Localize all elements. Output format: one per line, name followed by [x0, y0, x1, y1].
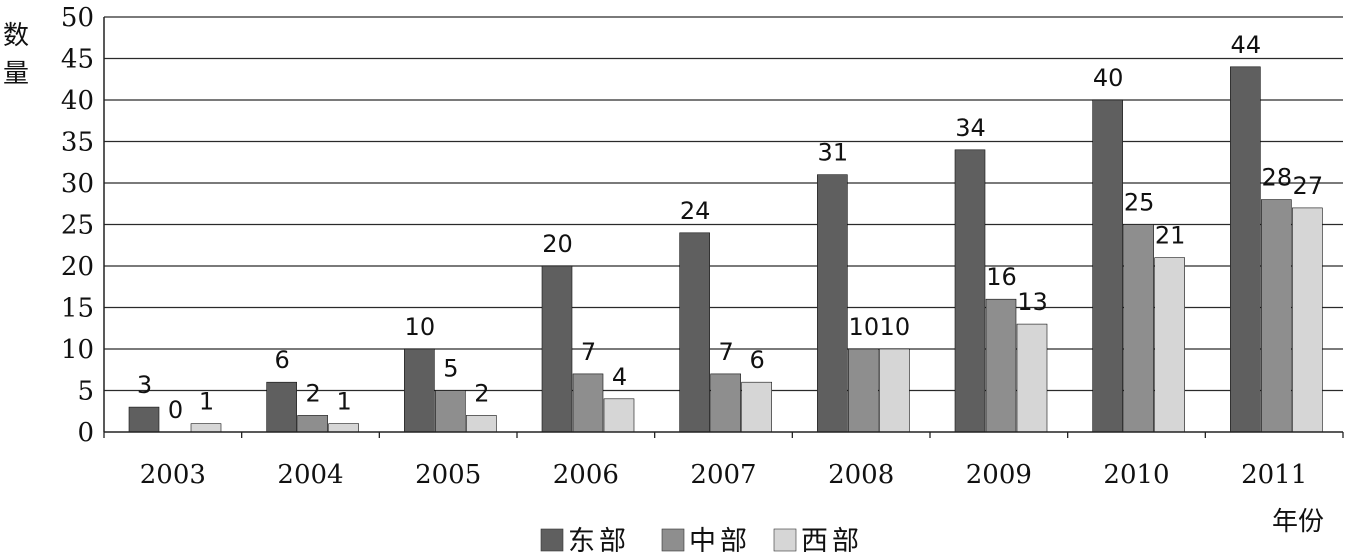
data-label: 4: [612, 363, 627, 391]
data-label: 6: [275, 346, 290, 374]
data-label: 10: [880, 313, 911, 341]
data-label: 40: [1093, 64, 1124, 92]
legend-label: 西部: [801, 526, 863, 552]
y-tick-label: 10: [61, 335, 94, 365]
data-label: 25: [1124, 189, 1155, 217]
data-label: 3: [137, 371, 152, 399]
data-label: 13: [1017, 288, 1048, 316]
y-tick-label: 50: [61, 3, 94, 33]
x-tick-label: 2010: [1103, 460, 1169, 490]
data-label: 20: [542, 230, 573, 258]
x-tick-label: 2011: [1241, 460, 1307, 490]
y-tick-label: 5: [77, 377, 94, 407]
y-tick-label: 45: [61, 45, 94, 75]
bar: [679, 232, 710, 433]
bar: [603, 398, 635, 433]
data-label: 6: [750, 346, 765, 374]
bars: [128, 66, 1323, 433]
bar: [710, 373, 741, 433]
x-tick-label: 2003: [140, 460, 206, 490]
y-tick-labels: 0 5 10 15 20 25 30 35 40 45 50: [61, 3, 94, 448]
data-label: 7: [581, 338, 596, 366]
grid-lines: [104, 16, 1343, 392]
bar: [1292, 207, 1323, 433]
y-axis-label-char-1: 数: [3, 21, 29, 51]
data-label: 16: [986, 263, 1017, 291]
bar: [1092, 99, 1123, 433]
legend-swatch: [540, 528, 564, 552]
bar: [128, 406, 160, 433]
data-label: 5: [443, 355, 458, 383]
bar: [817, 174, 848, 433]
bar: [1230, 66, 1261, 433]
data-label: 1: [199, 388, 214, 416]
data-label: 0: [168, 396, 183, 424]
bar: [879, 348, 910, 433]
data-label: 10: [849, 313, 880, 341]
y-tick-label: 40: [61, 86, 94, 116]
bar: [297, 415, 328, 433]
bar: [741, 381, 772, 433]
y-tick-label: 30: [61, 169, 94, 199]
axes: [103, 17, 1344, 438]
bar: [190, 423, 222, 433]
data-label: 44: [1231, 31, 1262, 59]
bar: [435, 390, 466, 433]
x-tick-label: 2007: [690, 460, 756, 490]
data-label: 7: [719, 338, 734, 366]
y-tick-label: 35: [61, 128, 94, 158]
bar: [1016, 323, 1048, 433]
x-tick-labels: 2003 2004 2005 2006 2007 2008 2009 2010 2011: [140, 460, 1308, 490]
bar: [328, 423, 359, 433]
data-label: 2: [306, 379, 321, 407]
x-axis-label: 年份: [1272, 507, 1324, 537]
legend-label: 中部: [689, 526, 751, 552]
bar: [572, 373, 604, 433]
y-tick-label: 15: [61, 294, 94, 324]
bar: [985, 298, 1017, 433]
data-label: 21: [1155, 222, 1186, 250]
bar: [1154, 257, 1185, 433]
bar: [266, 381, 297, 433]
x-tick-label: 2005: [415, 460, 481, 490]
x-tick-label: 2009: [966, 460, 1032, 490]
bar: [466, 415, 497, 433]
y-axis-label-char-2: 量: [3, 59, 29, 89]
legend-label: 东部: [568, 526, 630, 552]
bar: [954, 149, 986, 433]
data-label: 31: [818, 139, 849, 167]
legend: 东部 中部 西部: [540, 526, 863, 552]
x-tick-label: 2006: [553, 460, 619, 490]
data-label: 2: [474, 379, 489, 407]
y-tick-label: 0: [77, 418, 94, 448]
data-label: 10: [405, 313, 436, 341]
legend-swatch: [773, 528, 797, 552]
data-label: 24: [680, 197, 711, 225]
legend-swatch: [661, 528, 685, 552]
x-tick-label: 2008: [828, 460, 894, 490]
x-tick-label: 2004: [277, 460, 343, 490]
bar: [848, 348, 879, 433]
bar: [1261, 199, 1292, 433]
y-tick-label: 25: [61, 211, 94, 241]
bar: [1123, 224, 1154, 433]
bar: [404, 348, 435, 433]
data-label: 1: [337, 388, 352, 416]
data-label: 34: [955, 114, 986, 142]
data-label: 27: [1293, 172, 1324, 200]
bar: [541, 265, 573, 433]
data-label: 28: [1262, 164, 1293, 192]
y-tick-label: 20: [61, 252, 94, 282]
